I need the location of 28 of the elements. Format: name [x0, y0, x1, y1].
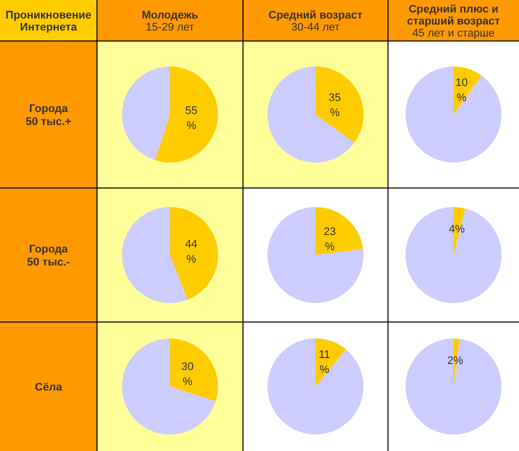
pie-slice	[170, 207, 218, 300]
pie-slice	[406, 66, 502, 162]
data-label: 10 %	[456, 76, 468, 104]
pie-slice	[268, 338, 364, 434]
pie-slice	[316, 207, 364, 255]
pie-slice	[122, 338, 216, 434]
data-label: 11 %	[318, 349, 330, 376]
data-label: 44 %	[185, 238, 198, 266]
data-label: 30 %	[181, 361, 194, 388]
pie-slice	[170, 338, 218, 402]
text: Средний плюс и старший возраст 45 лет и старше	[406, 3, 501, 40]
data-label: 23 %	[324, 226, 336, 254]
pie-slice	[316, 338, 346, 386]
text: Сёла	[34, 381, 63, 394]
data-label: 55 %	[185, 105, 198, 132]
pie-slice	[268, 66, 354, 162]
text: Проникновение Интернета	[6, 9, 92, 34]
pie-slice	[406, 207, 502, 303]
text: Города 50 тыс.+	[26, 102, 72, 128]
pie-slice	[406, 338, 502, 434]
pie-slice	[122, 66, 170, 160]
text: Города 50 тыс.-	[27, 243, 70, 268]
pie-slice	[268, 207, 364, 303]
data-label: 35 %	[328, 92, 341, 120]
text: Молодежь 15-29 лет	[142, 9, 199, 34]
text: Средний возраст 30-44 лет	[268, 9, 364, 34]
pie-slice	[316, 66, 364, 143]
pie-slice	[155, 66, 218, 162]
